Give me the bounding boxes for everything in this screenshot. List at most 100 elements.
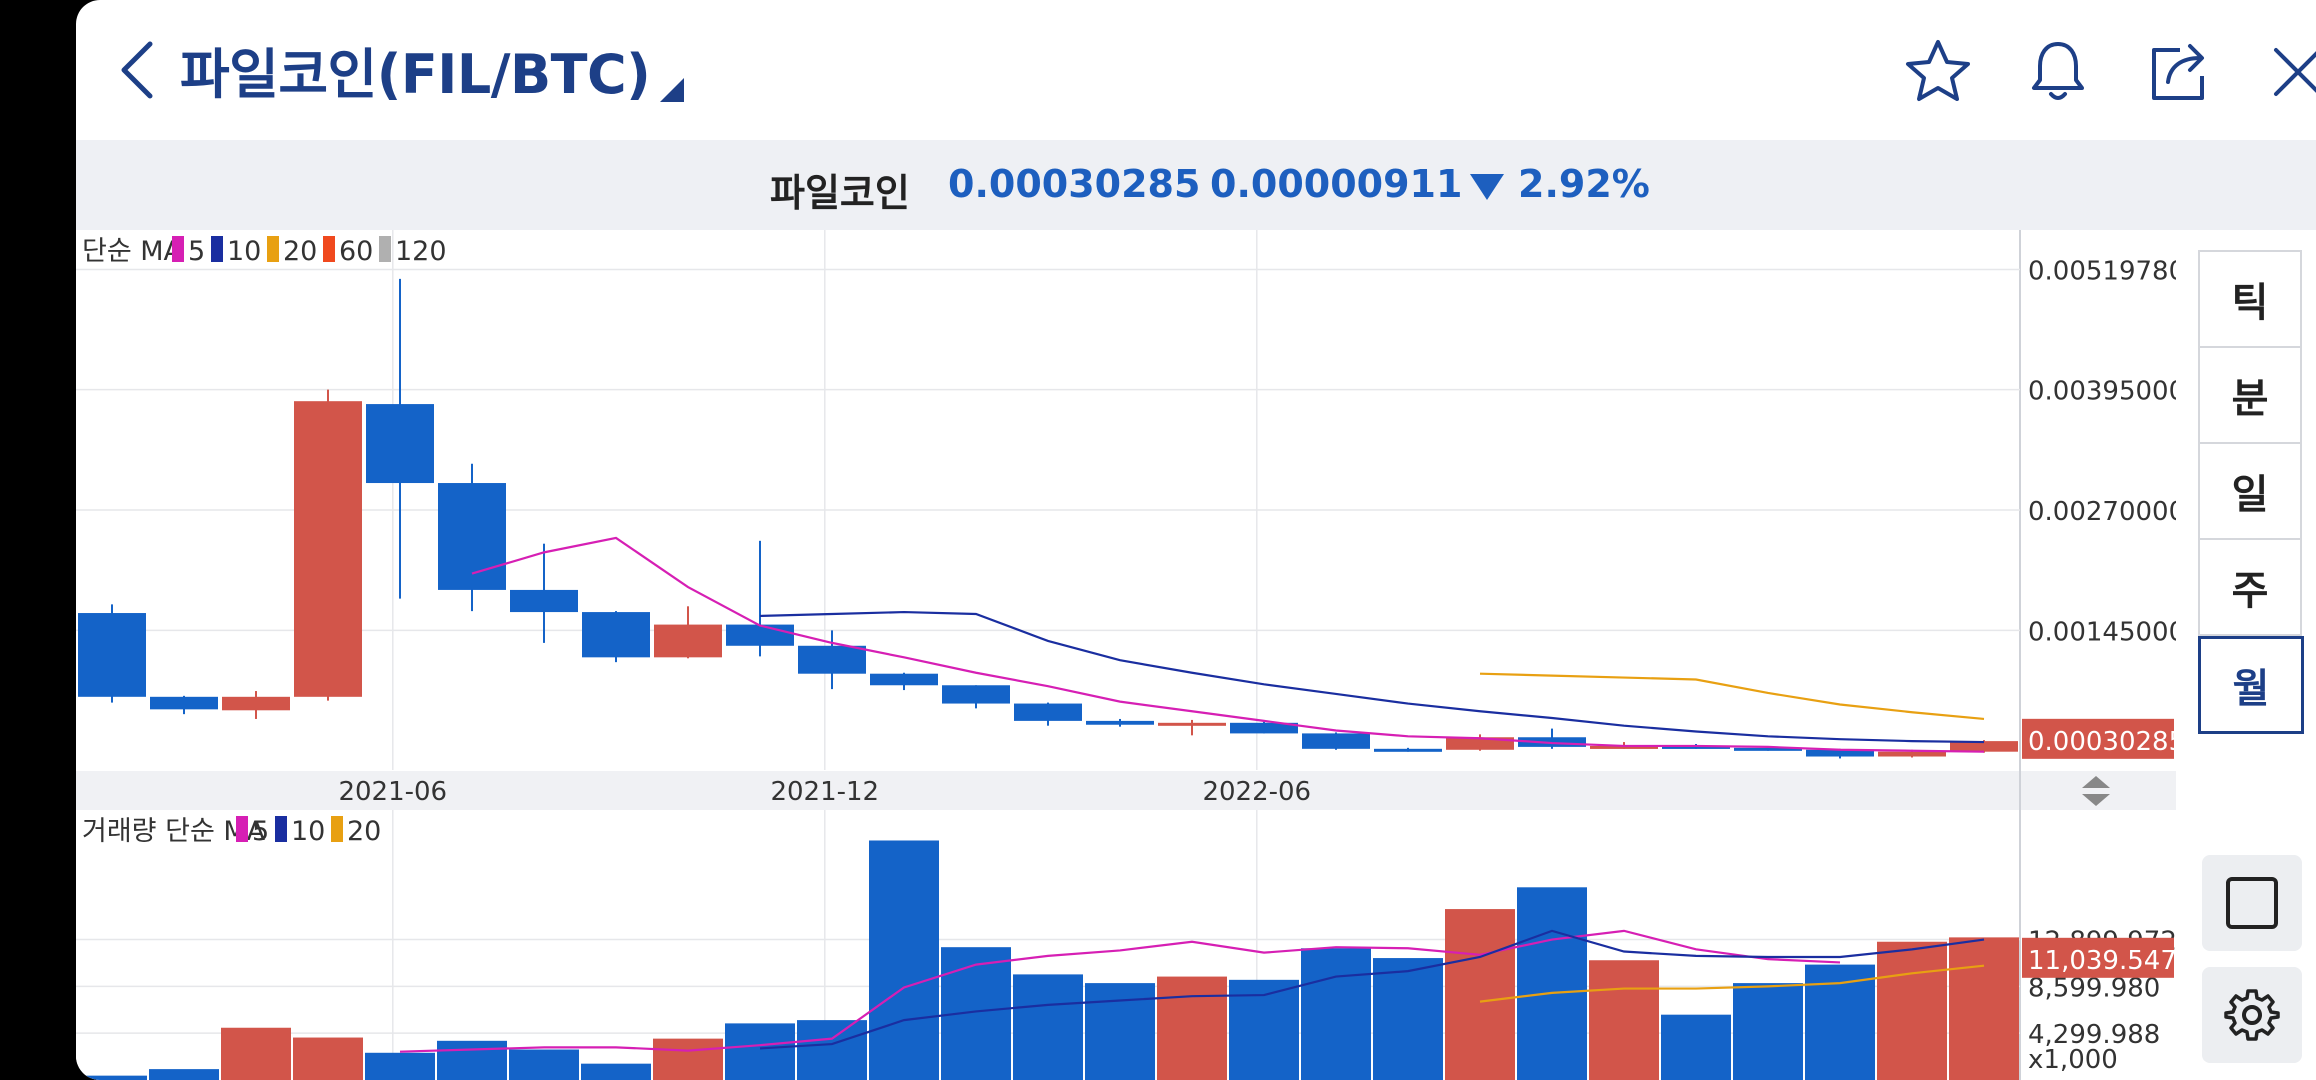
period-button-2[interactable]: 일 (2198, 442, 2302, 538)
volume-bar (1373, 958, 1443, 1080)
candle-body (1014, 703, 1082, 721)
volume-bar (1589, 960, 1659, 1080)
price-axis-label: 0.00395000 (2028, 377, 2176, 407)
x-axis-band (76, 771, 2176, 810)
legend-swatch (331, 816, 343, 842)
candle-body (942, 685, 1010, 704)
down-triangle-icon (1470, 174, 1504, 200)
candle-body (1662, 745, 1730, 749)
close-icon[interactable] (2262, 36, 2316, 108)
legend-label: 10 (291, 816, 325, 847)
price-change: 0.00000911 (1210, 162, 1463, 206)
volume-bar (509, 1049, 579, 1080)
gear-icon (2224, 989, 2280, 1041)
price-summary-bar: 파일코인 0.00030285 0.00000911 2.92% (76, 140, 2316, 230)
candle-body (1590, 745, 1658, 749)
candle-body (798, 645, 866, 674)
volume-bar (1805, 964, 1875, 1080)
volume-bar (1445, 909, 1515, 1080)
share-icon[interactable] (2142, 36, 2214, 108)
legend-swatch (275, 816, 287, 842)
volume-bar (149, 1069, 219, 1080)
settings-button[interactable] (2202, 967, 2302, 1063)
legend-swatch (267, 236, 279, 262)
last-price-badge (2022, 718, 2174, 759)
volume-bar (365, 1052, 435, 1080)
candle-body (1878, 751, 1946, 757)
x-tick-label: 2021-06 (338, 777, 447, 807)
last-volume-label: 11,039.547 (2028, 946, 2176, 976)
volume-ma10-line (759, 929, 1985, 1050)
page-title[interactable]: 파일코인(FIL/BTC) (180, 43, 651, 106)
candle-body (438, 483, 506, 590)
back-chevron-icon[interactable] (108, 38, 168, 102)
candle-body (1734, 747, 1802, 751)
candle-body (510, 589, 578, 613)
volume-bar (653, 1038, 723, 1080)
volume-bar (1949, 937, 2019, 1080)
volume-bar (1517, 887, 1587, 1080)
price-ma10-line (759, 610, 1985, 744)
resize-down-icon (2082, 794, 2110, 806)
chart-background (76, 230, 2176, 1080)
volume-bar (1877, 941, 1947, 1080)
candle-body (366, 404, 434, 484)
volume-bar (1301, 948, 1371, 1080)
legend-swatch (323, 236, 335, 262)
volume-bar (1085, 983, 1155, 1080)
price-ma20-line (1479, 672, 1985, 721)
legend-label: 60 (339, 236, 373, 267)
volume-bar (1157, 976, 1227, 1080)
current-price: 0.00030285 (948, 162, 1201, 206)
price-axis-label: 0.00519780 (2028, 256, 2176, 286)
volume-bar (869, 840, 939, 1080)
volume-bar (797, 1020, 867, 1080)
legend-swatch (211, 236, 223, 262)
price-axis-label: 0.00270000 (2028, 497, 2176, 527)
square-icon (2226, 877, 2278, 929)
volume-bar (581, 1063, 651, 1080)
legend-label: 120 (395, 236, 447, 267)
volume-bar (1733, 983, 1803, 1080)
volume-bar (725, 1023, 795, 1080)
period-button-3[interactable]: 주 (2198, 538, 2302, 636)
resize-up-icon (2082, 776, 2110, 788)
volume-bar (293, 1037, 363, 1080)
x-tick-label: 2022-06 (1202, 777, 1311, 807)
volume-unit-label: x1,000 (2028, 1045, 2118, 1075)
candle-body (870, 673, 938, 686)
chart-area[interactable]: 0.00519780 0.00395000 0.00270000 0.00145000… (76, 230, 2176, 1080)
star-icon[interactable] (1902, 36, 1974, 108)
x-tick-label: 2021-12 (770, 777, 879, 807)
last-price-label: 0.00030285 (2028, 727, 2176, 757)
candle-body (222, 696, 290, 711)
bell-icon[interactable] (2022, 36, 2094, 108)
layout-toggle-button[interactable] (2202, 855, 2302, 951)
candle-body (1230, 722, 1298, 734)
candle-body (150, 696, 218, 710)
candle-body (78, 613, 146, 697)
legend-label: 10 (227, 236, 261, 267)
candlestick-chart[interactable]: 0.00519780 0.00395000 0.00270000 0.00145000… (76, 230, 2176, 1080)
period-button-4[interactable]: 월 (2198, 636, 2304, 734)
candle-body (1302, 733, 1370, 749)
volume-bar (437, 1040, 507, 1080)
header-bar: 파일코인(FIL/BTC) (76, 0, 2316, 140)
title-dropdown-icon[interactable] (660, 78, 684, 102)
price-legend-prefix: 단순 MA (82, 236, 183, 267)
volume-ma5-line (399, 929, 1841, 1053)
price-axis-label: 0.00145000 (2028, 617, 2176, 647)
candle-body (1086, 720, 1154, 725)
volume-axis-label: 8,599.980 (2028, 973, 2160, 1003)
period-button-0[interactable]: 틱 (2198, 250, 2302, 346)
coin-name: 파일코인 (770, 171, 910, 215)
legend-swatch (379, 236, 391, 262)
candle-body (582, 612, 650, 658)
last-volume-badge (2022, 937, 2174, 978)
legend-label: 20 (283, 236, 317, 267)
period-button-1[interactable]: 분 (2198, 346, 2302, 442)
volume-bar (1661, 1014, 1731, 1080)
legend-swatch (172, 236, 184, 262)
volume-axis-label: 4,299.988 (2028, 1020, 2160, 1050)
price-ma5-line (471, 536, 1985, 753)
